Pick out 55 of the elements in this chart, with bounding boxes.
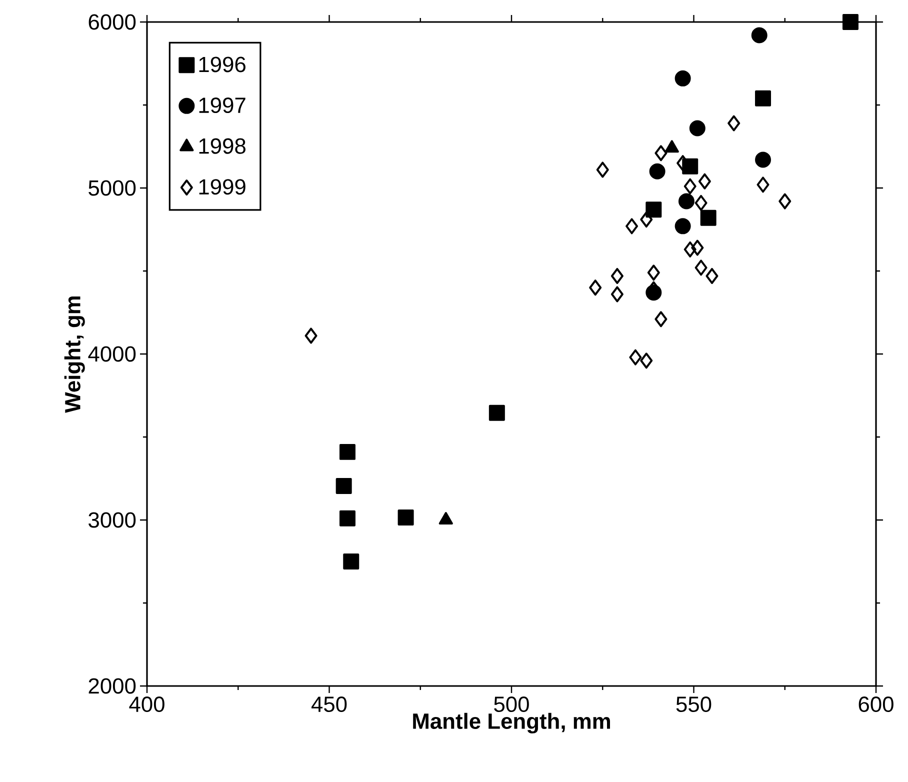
point [649,163,666,180]
point [689,120,706,136]
point [728,115,740,132]
point [694,260,708,276]
point [336,478,352,494]
y-tick-label: 4000 [88,346,136,362]
y-tick-label: 2000 [88,678,136,694]
point [778,193,792,210]
point [398,510,414,526]
point [684,241,696,258]
legend-label: 1998 [199,138,246,154]
point [755,90,772,106]
point [698,173,711,190]
point [700,210,716,226]
x-tick-label: 500 [494,696,529,712]
x-tick-label: 600 [858,696,894,712]
legend-label: 1999 [199,179,246,195]
point [304,328,318,344]
point [691,240,704,256]
point [339,510,356,526]
point [596,162,609,178]
point [751,27,768,44]
point [694,194,708,211]
point [647,264,660,281]
point [343,554,360,570]
point [684,178,696,194]
y-tick-label: 6000 [88,14,136,30]
y-tick-label: 5000 [88,180,136,196]
point [706,268,718,284]
point [755,152,772,168]
point [756,176,770,193]
x-axis-title: Mantle Length, mm [413,712,610,734]
point [610,286,624,302]
point [488,404,505,421]
x-tick-label: 400 [129,696,164,712]
point [678,193,694,210]
x-tick-label: 550 [676,696,712,712]
point [842,14,858,30]
point [610,268,624,284]
point [640,352,653,369]
point [339,444,356,460]
point [654,145,668,162]
point [626,218,638,234]
y-axis-title: Weight, gm [64,296,85,413]
point [646,202,662,218]
legend-label: 1996 [199,56,246,72]
point [629,349,642,366]
x-tick-label: 450 [311,696,347,712]
point [654,311,668,328]
point [674,70,691,86]
point [674,218,691,234]
legend-label: 1997 [199,98,246,114]
point [640,212,653,228]
y-tick-label: 3000 [88,512,136,528]
point [589,280,602,296]
